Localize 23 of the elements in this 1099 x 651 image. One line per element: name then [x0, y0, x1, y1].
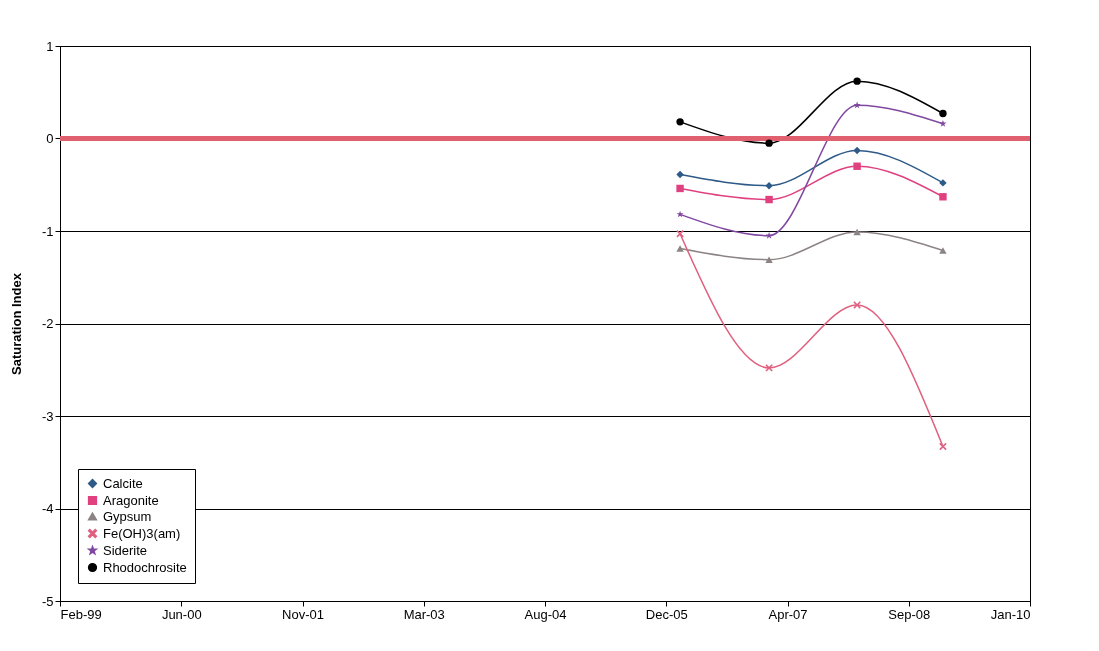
x-tick-label: Sep-08 — [888, 606, 931, 622]
x-tick-label: Jun-00 — [161, 606, 202, 622]
x-tick-label: Aug-04 — [524, 606, 567, 622]
y-axis-title: Saturation Index — [8, 272, 24, 375]
x-tick-label: Apr-07 — [768, 606, 808, 622]
x-tick-label: Nov-01 — [282, 606, 324, 622]
y-tick-label: -1 — [41, 223, 54, 239]
y-tick-label: -3 — [41, 408, 54, 424]
legend-label: Fe(OH)3(am) — [103, 525, 181, 541]
legend-label: Calcite — [103, 475, 143, 491]
legend-label: Gypsum — [103, 508, 152, 524]
x-tick-label: Feb-99 — [60, 606, 102, 622]
legend-label: Rhodochrosite — [103, 559, 187, 575]
y-tick-label: 1 — [46, 38, 54, 54]
x-tick-label: Mar-03 — [403, 606, 445, 622]
legend-label: Aragonite — [103, 492, 159, 508]
x-tick-label: Jan-10 — [990, 606, 1031, 622]
y-tick-label: -5 — [41, 593, 54, 609]
legend-label: Siderite — [103, 542, 148, 558]
y-tick-label: -4 — [41, 501, 54, 516]
x-tick-label: Dec-05 — [645, 606, 688, 622]
y-tick-label: 0 — [46, 131, 54, 146]
y-tick-label: -2 — [41, 316, 54, 331]
